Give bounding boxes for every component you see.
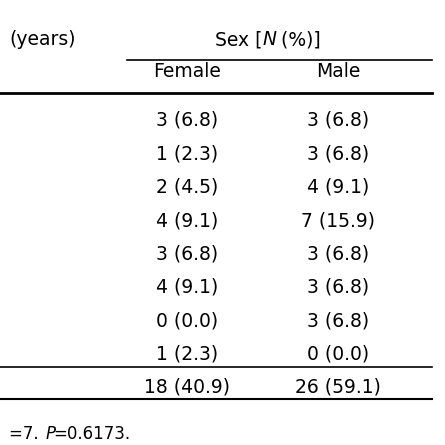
Text: 18 (40.9): 18 (40.9) [144,378,230,397]
Text: =7.: =7. [9,425,44,443]
Text: 0 (0.0): 0 (0.0) [156,311,218,330]
Text: 1 (2.3): 1 (2.3) [156,344,218,364]
Text: P: P [45,425,55,443]
Text: Female: Female [153,62,221,81]
Text: 4 (9.1): 4 (9.1) [156,211,218,230]
Text: Male: Male [316,62,360,81]
Text: 3 (6.8): 3 (6.8) [307,144,369,163]
Text: (years): (years) [9,30,75,49]
Text: 3 (6.8): 3 (6.8) [307,311,369,330]
Text: 3 (6.8): 3 (6.8) [307,244,369,263]
Text: N: N [263,30,276,49]
Text: 2 (4.5): 2 (4.5) [156,178,218,197]
Text: 3 (6.8): 3 (6.8) [156,244,218,263]
Text: 3 (6.8): 3 (6.8) [156,111,218,130]
Text: 7 (15.9): 7 (15.9) [301,211,375,230]
Text: (%)]: (%)] [275,30,321,49]
Text: 4 (9.1): 4 (9.1) [307,178,369,197]
Text: 4 (9.1): 4 (9.1) [156,278,218,297]
Text: 0 (0.0): 0 (0.0) [307,344,369,364]
Text: =0.6173.: =0.6173. [53,425,130,443]
Text: 3 (6.8): 3 (6.8) [307,111,369,130]
Text: 1 (2.3): 1 (2.3) [156,144,218,163]
Text: 3 (6.8): 3 (6.8) [307,278,369,297]
Text: Sex [: Sex [ [215,30,263,49]
Text: 26 (59.1): 26 (59.1) [295,378,381,397]
